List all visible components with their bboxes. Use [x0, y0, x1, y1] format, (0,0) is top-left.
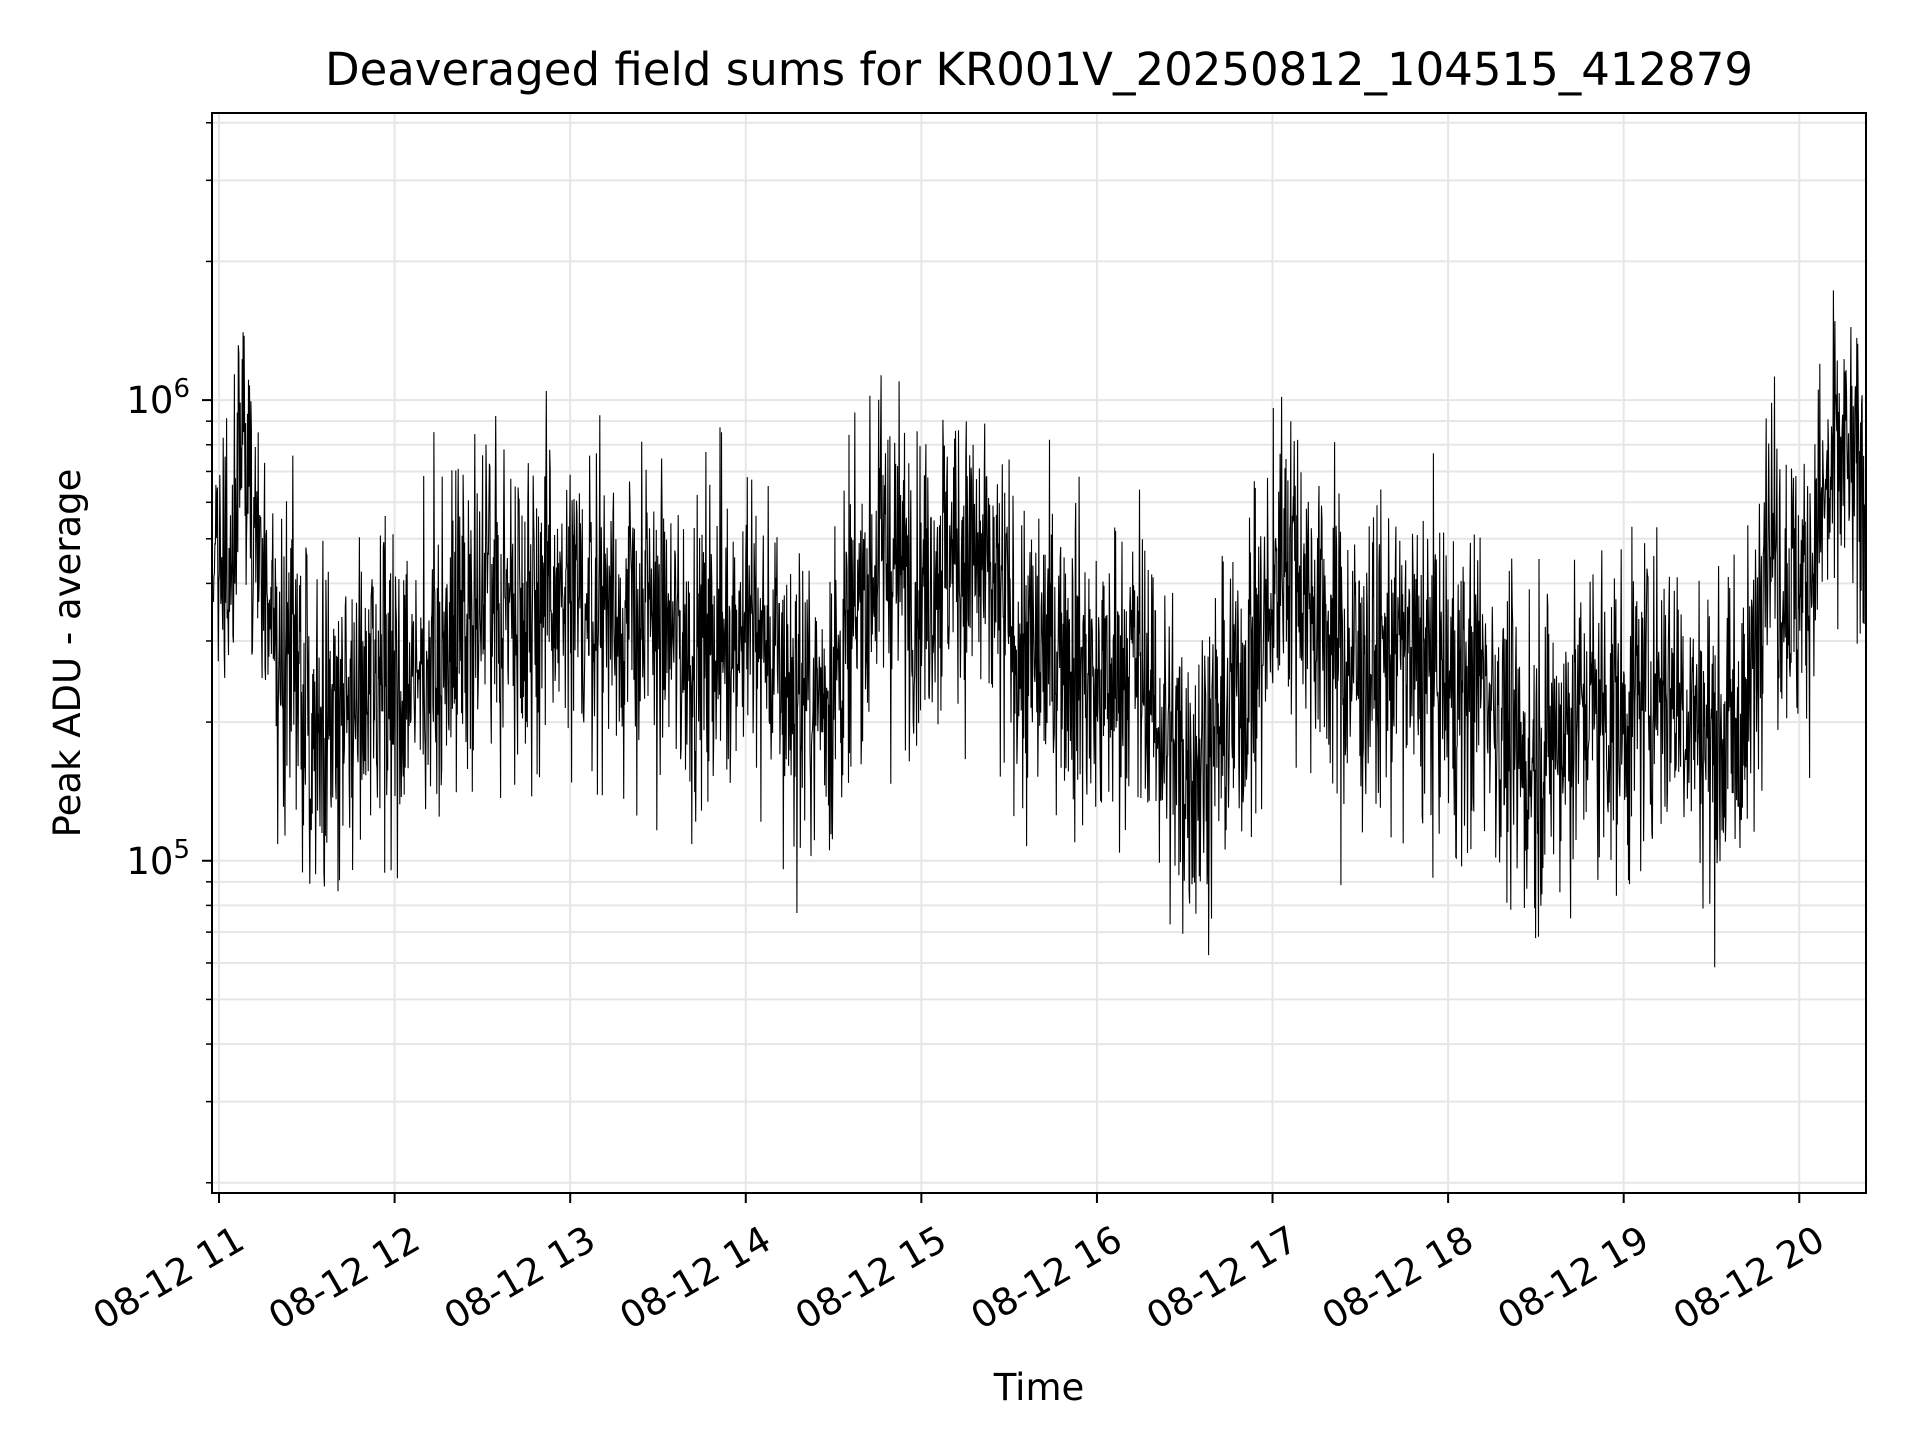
y-tick-label: 106: [126, 374, 190, 422]
y-axis-label: Peak ADU - average: [46, 469, 89, 838]
chart-title: Deaveraged field sums for KR001V_2025081…: [325, 43, 1753, 96]
y-tick-label: 105: [126, 835, 190, 883]
series-line: [211, 290, 1867, 968]
x-axis-label: Time: [993, 1366, 1085, 1409]
plot-frame: [211, 112, 1867, 1194]
data-layer: [211, 290, 1867, 968]
